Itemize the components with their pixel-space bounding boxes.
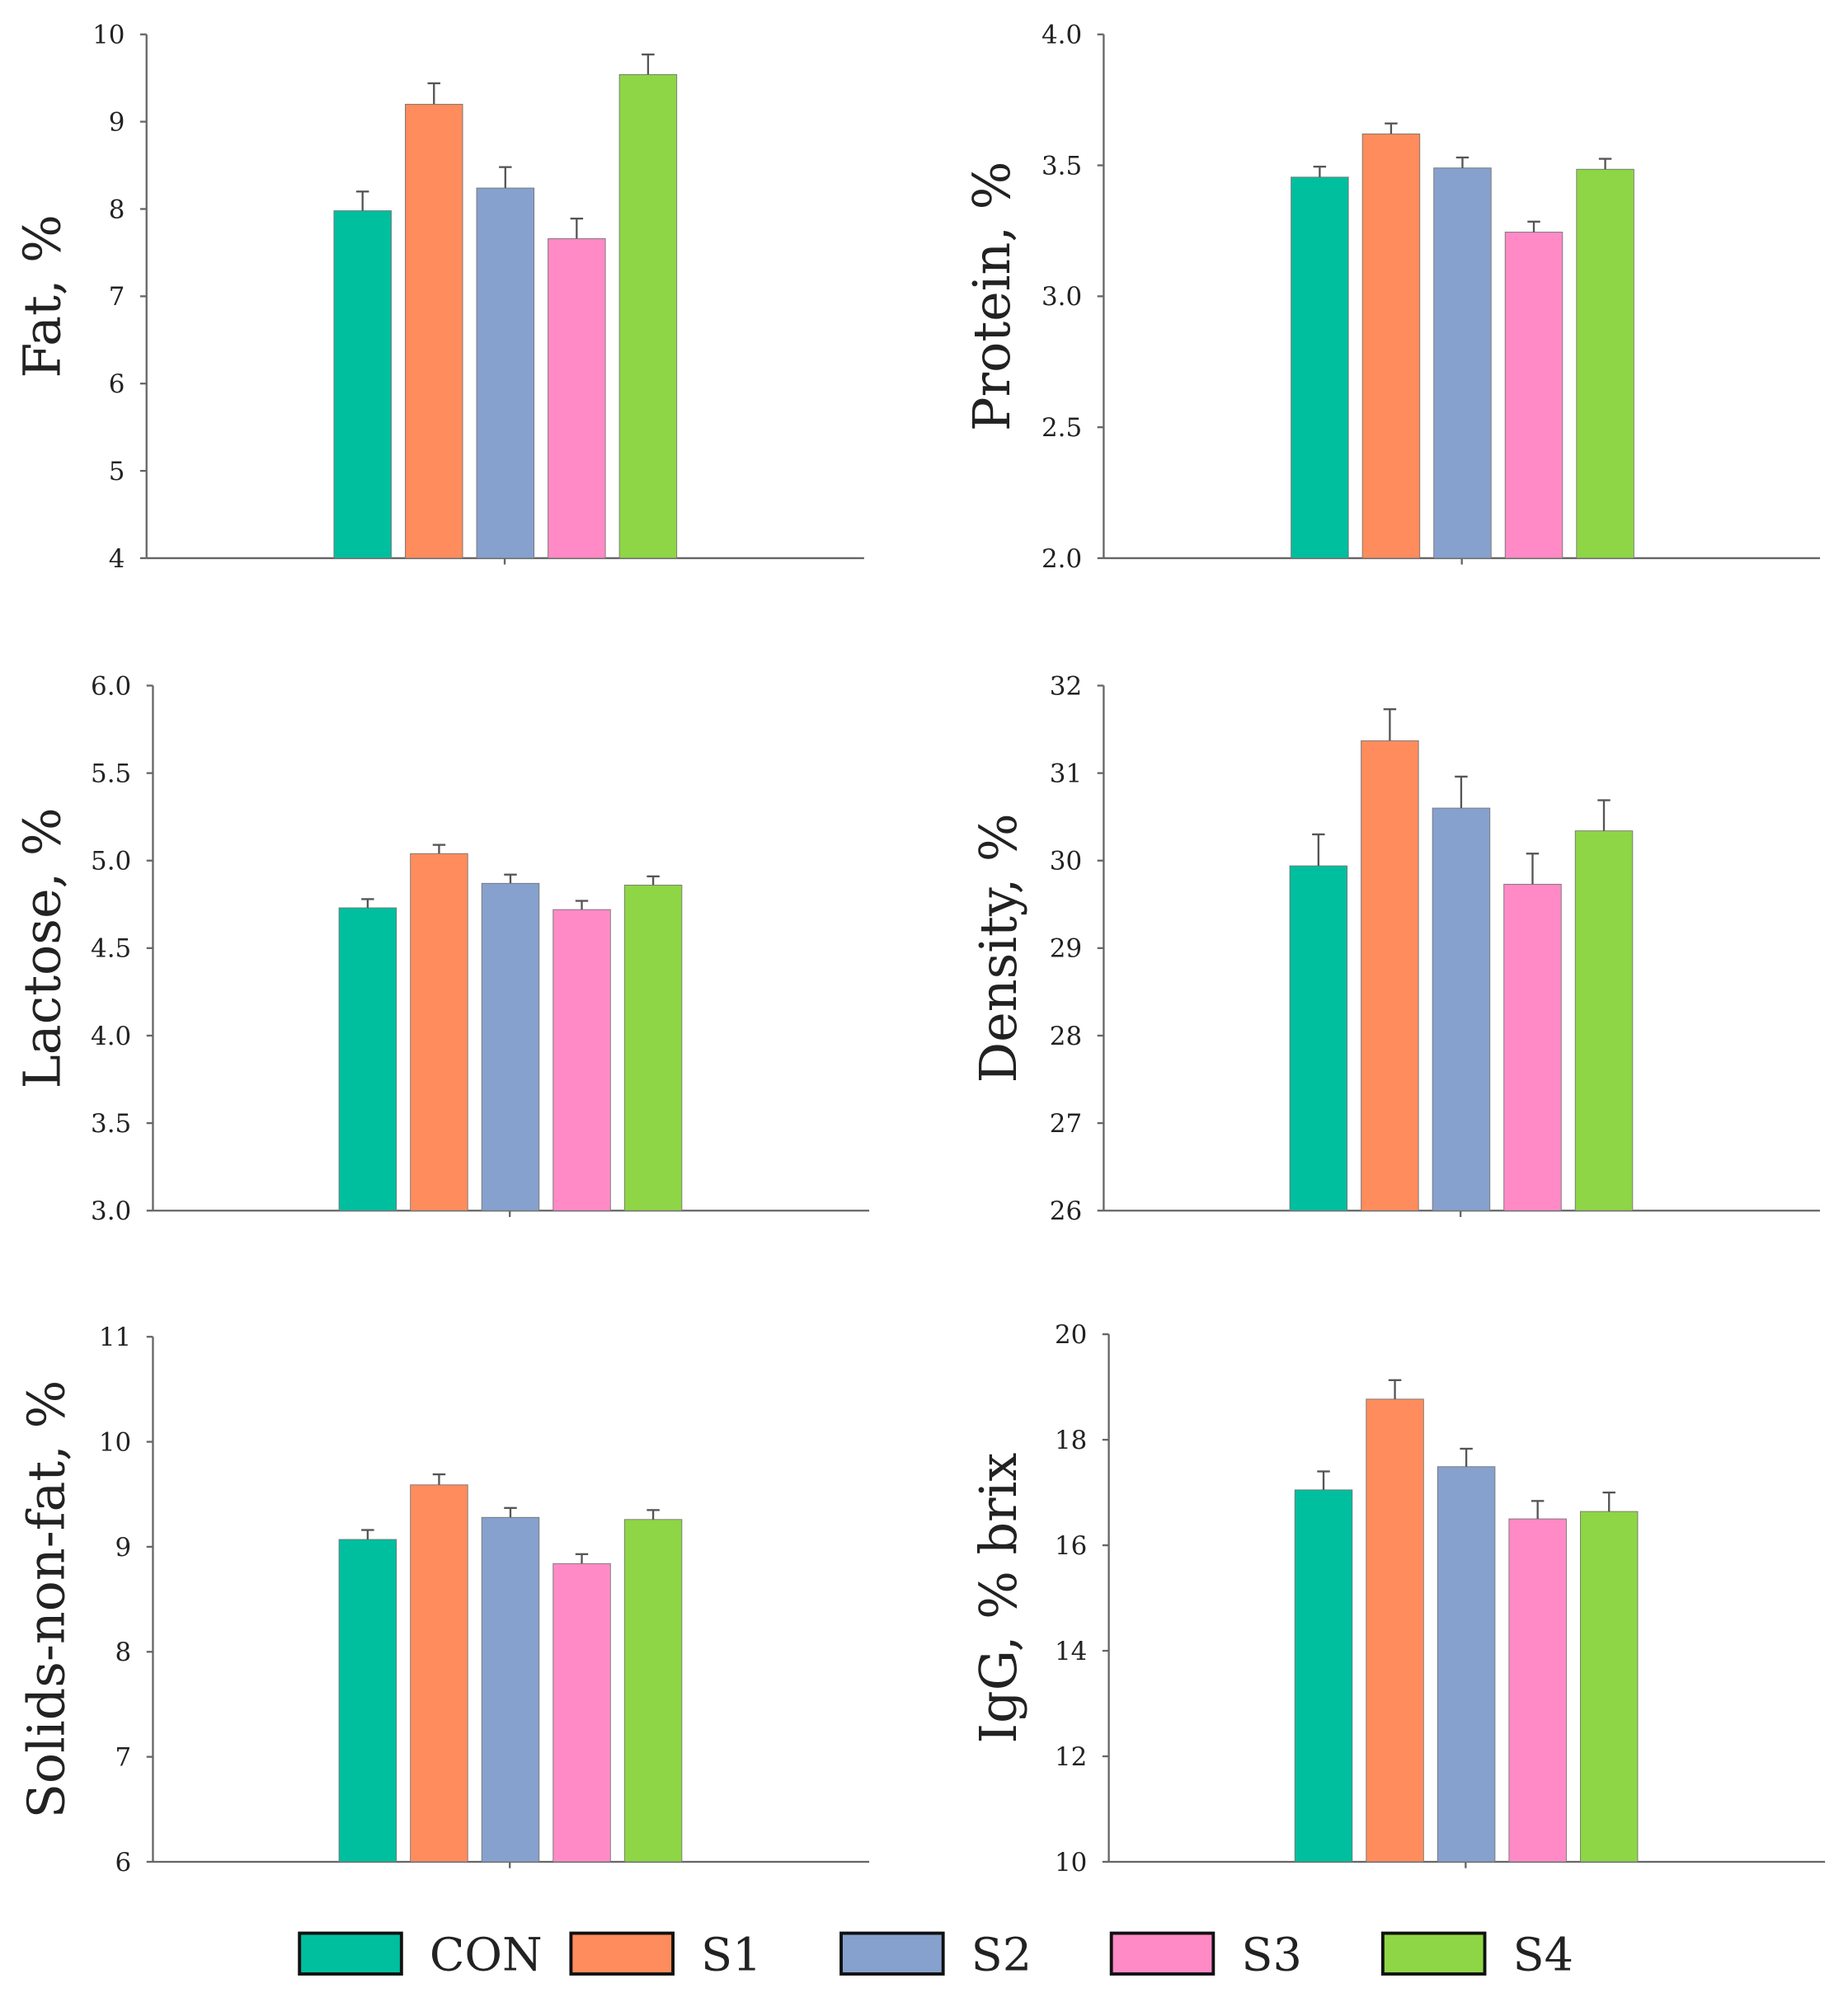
bar-s2 <box>1433 167 1492 559</box>
y-tick-label: 20 <box>1055 1320 1087 1350</box>
bar-s1 <box>410 1484 468 1863</box>
bar-s4 <box>623 884 683 1211</box>
bar-s4 <box>1576 168 1634 559</box>
y-tick-label: 31 <box>1050 759 1082 788</box>
bar-s2 <box>476 187 535 559</box>
y-tick-label: 28 <box>1050 1022 1082 1051</box>
y-tick-label: 9 <box>115 1533 132 1563</box>
bar-s1 <box>1361 740 1419 1211</box>
y-tick-label: 3.0 <box>91 1196 131 1226</box>
bar-s3 <box>553 1563 611 1863</box>
y-tick-label: 4.5 <box>91 934 131 964</box>
y-tick-label: 10 <box>1055 1848 1087 1877</box>
legend-item-s4: S4 <box>1380 1928 1574 1981</box>
legend-item-s3: S3 <box>1109 1928 1302 1981</box>
y-tick-label: 26 <box>1050 1196 1082 1226</box>
y-tick-label: 16 <box>1055 1531 1087 1561</box>
bar-s2 <box>481 1516 540 1863</box>
bar-s1 <box>405 103 463 559</box>
y-tick-label: 12 <box>1055 1742 1087 1772</box>
y-axis-label: IgG, % brix <box>969 1453 1028 1744</box>
y-tick-label: 4.0 <box>91 1022 131 1051</box>
bar-s1 <box>1361 133 1421 559</box>
y-tick-label: 27 <box>1050 1109 1082 1139</box>
bar-s2 <box>481 882 540 1211</box>
bar-con <box>1289 865 1348 1211</box>
y-tick-label: 11 <box>99 1323 131 1352</box>
legend: CON S1 S2 S3 S4 <box>298 1928 1574 1981</box>
legend-item-s2: S2 <box>839 1928 1032 1981</box>
bar-con <box>338 1539 397 1863</box>
legend-swatch <box>298 1931 403 1976</box>
y-tick-label: 5.5 <box>91 759 131 788</box>
y-tick-label: 7 <box>109 282 125 312</box>
legend-item-con: CON <box>298 1928 543 1981</box>
bar-s3 <box>1504 232 1564 559</box>
panel-fat: 4 5 6 7 8 9 10 Fat, % <box>13 21 864 574</box>
bar-s4 <box>618 73 678 559</box>
panel-protein: 2.0 2.5 3.0 3.5 4.0 Protein, % <box>962 21 1820 574</box>
y-tick-label: 5 <box>109 457 125 486</box>
y-tick-label: 6.0 <box>91 671 131 701</box>
y-tick-label: 32 <box>1050 671 1082 701</box>
legend-swatch <box>839 1931 945 1976</box>
panel-density: 26 27 28 29 30 31 32 Density, % <box>969 671 1820 1226</box>
legend-label: S2 <box>971 1928 1032 1981</box>
bar-s3 <box>548 237 606 559</box>
legend-swatch <box>1380 1931 1487 1976</box>
bar-con <box>1294 1489 1353 1863</box>
legend-swatch <box>1109 1931 1216 1976</box>
panel-igg: 10 12 14 16 18 20 IgG, % brix <box>969 1320 1826 1877</box>
y-axis-label: Density, % <box>969 813 1028 1083</box>
y-tick-label: 3.0 <box>1042 282 1082 312</box>
y-tick-label: 2.0 <box>1042 544 1082 574</box>
y-axis-label: Solids-non-fat, % <box>16 1380 76 1819</box>
y-tick-label: 30 <box>1050 847 1082 876</box>
bar-s3 <box>553 909 611 1211</box>
legend-item-s1: S1 <box>569 1928 762 1981</box>
y-tick-label: 6 <box>115 1848 132 1877</box>
y-tick-label: 14 <box>1055 1637 1087 1666</box>
y-tick-label: 29 <box>1050 934 1082 964</box>
bar-con <box>1291 176 1349 559</box>
legend-label: CON <box>430 1928 543 1981</box>
bar-s4 <box>1574 830 1634 1211</box>
panel-solids-non-fat: 6 7 8 9 10 11 Solids-non-fat, % <box>16 1323 870 1877</box>
y-tick-label: 9 <box>109 107 125 137</box>
bar-s3 <box>1508 1518 1567 1863</box>
y-axis-label: Fat, % <box>13 214 73 378</box>
bar-con <box>333 210 392 559</box>
y-tick-label: 18 <box>1055 1426 1087 1455</box>
y-tick-label: 2.5 <box>1042 413 1082 443</box>
y-tick-label: 6 <box>109 369 125 399</box>
bar-s2 <box>1437 1466 1496 1863</box>
bar-con <box>338 907 397 1211</box>
bar-s1 <box>410 853 468 1211</box>
y-tick-label: 3.5 <box>91 1109 131 1139</box>
legend-label: S1 <box>701 1928 762 1981</box>
panel-lactose: 3.0 3.5 4.0 4.5 5.0 5.5 6.0 Lactose, % <box>13 671 870 1226</box>
bar-s1 <box>1366 1398 1424 1863</box>
bar-s3 <box>1503 883 1562 1211</box>
legend-swatch <box>569 1931 675 1976</box>
bar-s2 <box>1432 807 1491 1211</box>
y-tick-label: 10 <box>99 1427 131 1457</box>
y-tick-label: 7 <box>115 1742 132 1772</box>
bar-s4 <box>623 1519 683 1863</box>
y-tick-label: 8 <box>109 195 125 224</box>
y-tick-label: 3.5 <box>1042 151 1082 181</box>
bar-s4 <box>1579 1511 1639 1863</box>
y-tick-label: 4 <box>109 544 125 574</box>
y-tick-label: 4.0 <box>1042 21 1082 50</box>
y-axis-label: Protein, % <box>962 162 1022 431</box>
y-axis-label: Lactose, % <box>13 807 73 1088</box>
legend-label: S4 <box>1513 1928 1574 1981</box>
y-tick-label: 5.0 <box>91 847 131 876</box>
y-tick-label: 10 <box>92 21 125 50</box>
y-tick-label: 8 <box>115 1638 132 1667</box>
legend-label: S3 <box>1241 1928 1302 1981</box>
